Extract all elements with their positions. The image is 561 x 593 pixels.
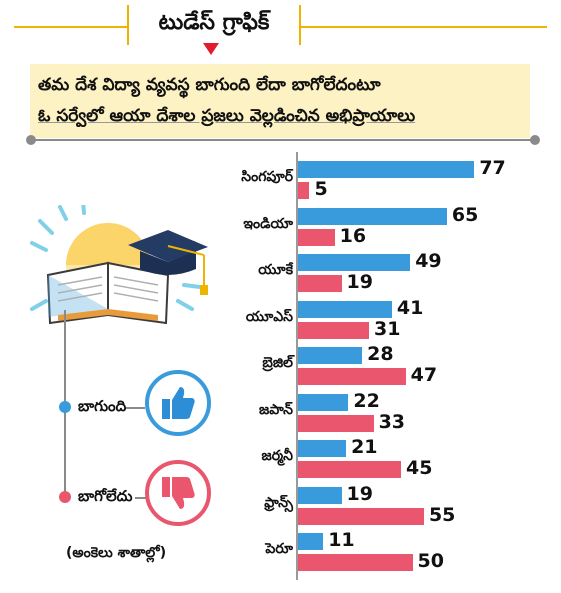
category-label: సింగపూర్ [241,169,293,185]
value-label-bad: 5 [314,178,328,200]
bar-bad [298,414,374,432]
bar-good [298,207,447,225]
value-label-good: 77 [479,157,506,179]
bar-bad [298,228,335,246]
bar-good [298,300,392,318]
value-label-good: 49 [415,250,442,272]
value-label-bad: 31 [373,317,401,340]
value-label-good: 65 [451,203,479,226]
subtitle-line-2: ఓ సర్వేలో ఆయా దేశాల ప్రజలు వెల్లడించిన అ… [38,106,416,126]
value-label-bad: 50 [417,550,444,572]
legend-good-dot [59,401,71,413]
header-title-box: టుడేస్ గ్రాఫిక్ [127,5,301,45]
category-label: జర్మనీ [261,448,293,464]
subtitle-box: తమ దేశ విద్యా వ్యవస్థ బాగుంది లేదా బాగోల… [30,64,530,138]
value-label-bad: 19 [346,271,373,293]
page-title: టుడేస్ గ్రాఫిక్ [158,10,270,35]
subtitle-line-1: తమ దేశ విద్యా వ్యవస్థ బాగుంది లేదా బాగోల… [38,75,381,95]
header-rule-left [14,26,127,28]
category-label: ఇండియా [243,215,293,232]
divider [30,139,535,141]
category-label: యూఎస్ [245,308,293,325]
legend-bad-line [135,497,147,499]
header-marker-icon [203,43,219,55]
category-label: జపాన్ [259,401,293,418]
value-label-good: 22 [353,389,380,412]
value-label-bad: 55 [428,503,456,526]
bar-bad [298,507,424,525]
chart-axis [296,152,298,580]
thumbs-up-icon [145,370,211,436]
legend-good-label: బాగుంది [78,397,127,415]
value-label-bad: 45 [406,457,433,479]
bar-bad [298,182,310,199]
unit-note: (అంకెలు శాతాల్లో) [66,545,167,561]
category-label: ఫ్రాన్స్ [264,494,293,511]
value-label-good: 11 [328,529,355,551]
bar-good [298,254,411,271]
value-label-bad: 47 [410,364,438,386]
bar-bad [298,461,402,478]
value-label-good: 28 [367,343,394,365]
bar-good [298,161,475,178]
bar-good [298,347,363,364]
legend-bad-dot [59,491,71,503]
value-label-bad: 16 [339,224,367,247]
value-label-bad: 33 [378,410,406,433]
bar-good [298,440,347,457]
thumbs-down-icon [145,460,211,526]
value-label-good: 19 [346,482,373,505]
legend-good-line [125,407,145,409]
category-label: బ్రెజిల్ [262,355,293,371]
value-label-good: 21 [351,436,378,458]
category-label: యూకే [258,262,293,278]
bar-bad [298,368,406,385]
header-rule-right [299,26,547,28]
category-label: పెరూ [265,541,293,557]
value-label-good: 41 [396,296,424,319]
bar-good [298,393,349,411]
divider-dot-right [530,135,540,145]
legend-bad-label: బాగోలేదు [78,487,133,505]
bar-good [298,533,324,550]
book-graduation-cap-icon [30,205,208,325]
bar-bad [298,275,342,292]
bar-bad [298,554,413,571]
subtitle: తమ దేశ విద్యా వ్యవస్థ బాగుంది లేదా బాగోల… [38,70,524,132]
bar-good [298,486,342,504]
divider-dot-left [26,135,36,145]
bar-bad [298,321,369,339]
